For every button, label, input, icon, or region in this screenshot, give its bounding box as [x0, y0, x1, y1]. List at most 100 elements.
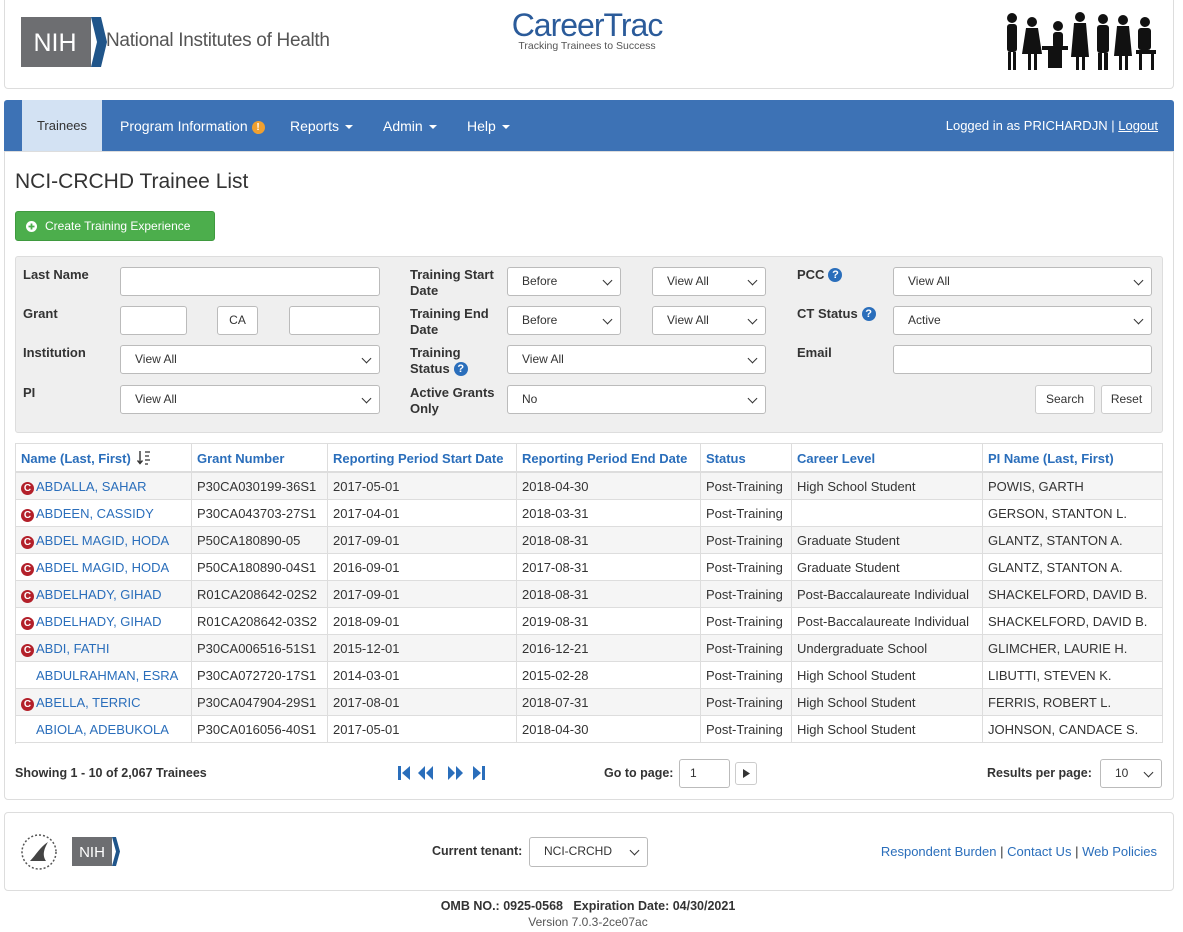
column-header-label[interactable]: Name (Last, First)	[21, 451, 131, 466]
column-header[interactable]: Reporting Period Start Date	[328, 444, 517, 473]
nav-label[interactable]: Admin	[383, 118, 423, 134]
sort-icon[interactable]	[136, 450, 153, 466]
column-header-label[interactable]: PI Name (Last, First)	[988, 451, 1114, 466]
active-grants-select[interactable]: No	[507, 385, 766, 414]
column-header-label[interactable]: Reporting Period Start Date	[333, 451, 504, 466]
trainee-link[interactable]: ABELLA, TERRIC	[36, 695, 141, 710]
cell-text: SHACKELFORD, DAVID B.	[988, 614, 1148, 629]
table-cell: 2017-08-31	[517, 554, 701, 581]
nav-label[interactable]: Reports	[290, 118, 340, 134]
cell-text: P30CA016056-40S1	[197, 722, 317, 737]
table-cell: 2018-08-31	[517, 527, 701, 554]
results-select[interactable]: 10	[1100, 759, 1162, 788]
trainee-link[interactable]: ABDEEN, CASSIDY	[36, 506, 154, 521]
column-header-label[interactable]: Career Level	[797, 451, 876, 466]
grant-prefix-input[interactable]	[120, 306, 187, 335]
grant-suffix-input[interactable]	[289, 306, 380, 335]
footer-nih-logo[interactable]: NIH	[72, 837, 122, 867]
cell-text: 2017-05-01	[333, 722, 400, 737]
column-header[interactable]: Grant Number	[192, 444, 328, 473]
cell-text: 2018-08-31	[522, 533, 589, 548]
help-icon[interactable]: ?	[453, 362, 468, 376]
last-name-input[interactable]	[120, 267, 380, 296]
table-cell: Post-Training	[701, 662, 792, 689]
next-page[interactable]	[448, 766, 463, 780]
cell-text: Post-Training	[706, 560, 783, 575]
nav-label[interactable]: Program Information	[120, 118, 248, 134]
tenant-select[interactable]: NCI-CRCHD	[529, 837, 648, 867]
pcc-select[interactable]: View All	[893, 267, 1152, 296]
table-cell: Post-Training	[701, 716, 792, 743]
grant-mid-input[interactable]: CA	[217, 306, 258, 335]
search-button[interactable]: Search	[1035, 385, 1095, 414]
reset-button[interactable]: Reset	[1101, 385, 1152, 414]
table-cell: 2016-09-01	[328, 554, 517, 581]
filter-label: Training Status?	[410, 345, 476, 377]
nav-item[interactable]: Admin	[383, 100, 437, 152]
go-button[interactable]	[735, 762, 757, 785]
cell-text: Post-Training	[706, 614, 783, 629]
column-header[interactable]: Career Level	[792, 444, 983, 473]
last-page[interactable]	[473, 766, 485, 780]
help-icon[interactable]: ?	[828, 268, 843, 282]
column-header[interactable]: Name (Last, First)	[16, 444, 192, 473]
table-cell: 2014-03-01	[328, 662, 517, 689]
nav-item[interactable]: Trainees	[36, 118, 88, 133]
help-icon[interactable]: ?	[861, 307, 876, 321]
pi-select[interactable]: View All	[120, 385, 380, 414]
trainee-link[interactable]: ABDELHADY, GIHAD	[36, 587, 162, 602]
create-button[interactable]: Create Training Experience	[15, 211, 215, 241]
column-header[interactable]: Status	[701, 444, 792, 473]
trainee-link[interactable]: ABDELHADY, GIHAD	[36, 614, 162, 629]
flag-icon: C	[21, 617, 34, 630]
table-cell: ABIOLA, ADEBUKOLA	[16, 716, 192, 743]
cell-text: High School Student	[797, 695, 916, 710]
pagination-summary: Showing 1 - 10 of 2,067 Trainees	[15, 766, 207, 780]
nav-item[interactable]: Help	[467, 100, 510, 152]
table-cell: Graduate Student	[792, 527, 983, 554]
cell-text: 2018-04-30	[522, 722, 589, 737]
trainee-link[interactable]: ABDEL MAGID, HODA	[36, 533, 170, 548]
end-operator-select[interactable]: Before	[507, 306, 621, 335]
footer-link[interactable]: Contact Us	[1007, 844, 1072, 859]
trainee-link[interactable]: ABIOLA, ADEBUKOLA	[36, 722, 169, 737]
column-header-label[interactable]: Reporting Period End Date	[522, 451, 688, 466]
end-date-select[interactable]: View All	[652, 306, 766, 335]
table-cell	[792, 500, 983, 527]
start-date-select[interactable]: View All	[652, 267, 766, 296]
start-operator-select[interactable]: Before	[507, 267, 621, 296]
nav-item[interactable]: Program Information !	[120, 100, 265, 152]
institution-select[interactable]: View All	[120, 345, 380, 374]
ct-status-select[interactable]: Active	[893, 306, 1152, 335]
trainee-link[interactable]: ABDULRAHMAN, ESRA	[36, 668, 179, 683]
table-cell: P30CA047904-29S1	[192, 689, 328, 716]
nih-logo[interactable]: NIH	[21, 17, 111, 69]
column-header-label[interactable]: Grant Number	[197, 451, 285, 466]
cell-text: POWIS, GARTH	[988, 479, 1084, 494]
table-cell: P30CA006516-51S1	[192, 635, 328, 662]
table-cell: R01CA208642-02S2	[192, 581, 328, 608]
table-cell: C ABDALLA, SAHAR	[16, 473, 192, 500]
previous-page[interactable]	[418, 766, 433, 780]
training-status-select[interactable]: View All	[507, 345, 766, 374]
footer-link[interactable]: Respondent Burden	[880, 844, 997, 859]
page-input[interactable]: 1	[679, 759, 730, 788]
footer-link[interactable]: Web Policies	[1082, 844, 1157, 859]
nav-label[interactable]: Help	[467, 118, 496, 134]
trainee-link[interactable]: ABDALLA, SAHAR	[36, 479, 147, 494]
logout-link[interactable]: Logout	[1118, 118, 1158, 133]
email-input[interactable]	[893, 345, 1152, 374]
trainee-link[interactable]: ABDEL MAGID, HODA	[36, 560, 170, 575]
column-header-label[interactable]: Status	[706, 451, 746, 466]
first-page[interactable]	[398, 766, 410, 780]
cell-text: P50CA180890-04S1	[197, 560, 317, 575]
hhs-logo[interactable]	[20, 833, 60, 871]
filter-label-text: Training Status	[410, 345, 461, 376]
trainee-link[interactable]: ABDI, FATHI	[36, 641, 110, 656]
create-button-label[interactable]: Create Training Experience	[45, 219, 191, 233]
column-header[interactable]: PI Name (Last, First)	[983, 444, 1163, 473]
flag-icon: C	[21, 482, 34, 495]
nav-item[interactable]: Reports	[290, 100, 354, 152]
column-header[interactable]: Reporting Period End Date	[517, 444, 701, 473]
